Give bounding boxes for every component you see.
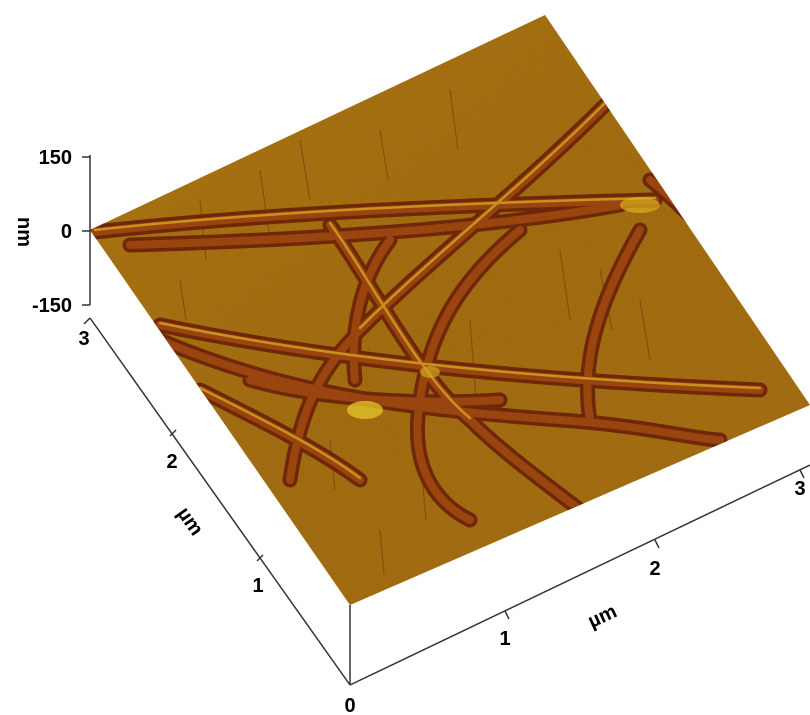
z-axis: 150 0 -150 nm [13,147,90,317]
y-tick-2: 2 [166,451,177,473]
fiber-network [90,97,788,568]
x-tick-1: 1 [499,628,510,650]
z-tick-150: 150 [39,147,72,169]
z-axis-title: nm [13,217,35,247]
surface-topography [90,15,810,605]
y-axis-title: µm [172,503,207,540]
bounding-box [89,155,810,686]
y-tick-1: 1 [252,575,263,597]
x-tick-2: 2 [649,558,660,580]
x-tick-3: 3 [794,478,805,500]
x-tick-0: 0 [344,695,355,715]
y-tick-3: 3 [78,328,89,350]
x-axis-title: µm [585,600,621,632]
z-tick-neg150: -150 [32,295,72,317]
z-tick-0: 0 [61,221,72,243]
